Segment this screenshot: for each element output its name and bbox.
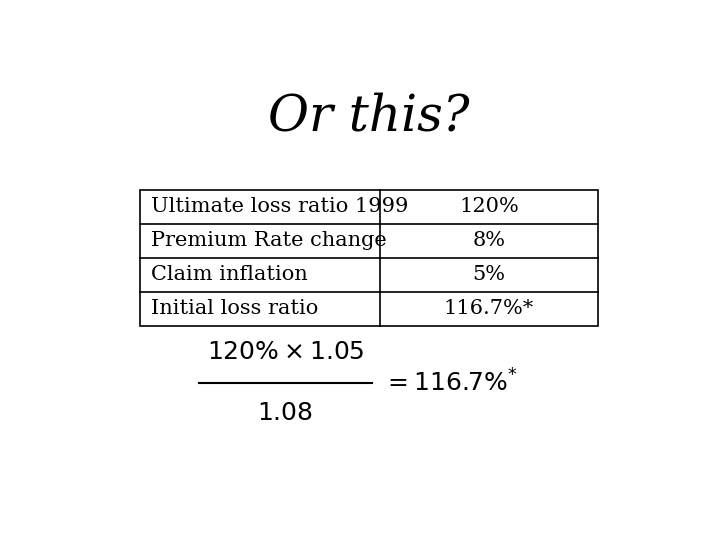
Text: $=116.7\%^{*}$: $=116.7\%^{*}$: [383, 369, 518, 396]
Text: Premium Rate change: Premium Rate change: [151, 231, 387, 250]
Text: 116.7%*: 116.7%*: [444, 299, 534, 319]
Text: Ultimate loss ratio 1999: Ultimate loss ratio 1999: [151, 197, 409, 216]
Text: 8%: 8%: [472, 231, 505, 250]
Text: Initial loss ratio: Initial loss ratio: [151, 299, 319, 319]
Text: $120\%\times1.05$: $120\%\times1.05$: [207, 341, 364, 364]
Text: 5%: 5%: [472, 265, 505, 284]
Text: Or this?: Or this?: [269, 92, 469, 141]
Text: Claim inflation: Claim inflation: [151, 265, 308, 284]
Text: $1.08$: $1.08$: [257, 402, 313, 424]
FancyBboxPatch shape: [140, 190, 598, 326]
Text: 120%: 120%: [459, 197, 519, 216]
